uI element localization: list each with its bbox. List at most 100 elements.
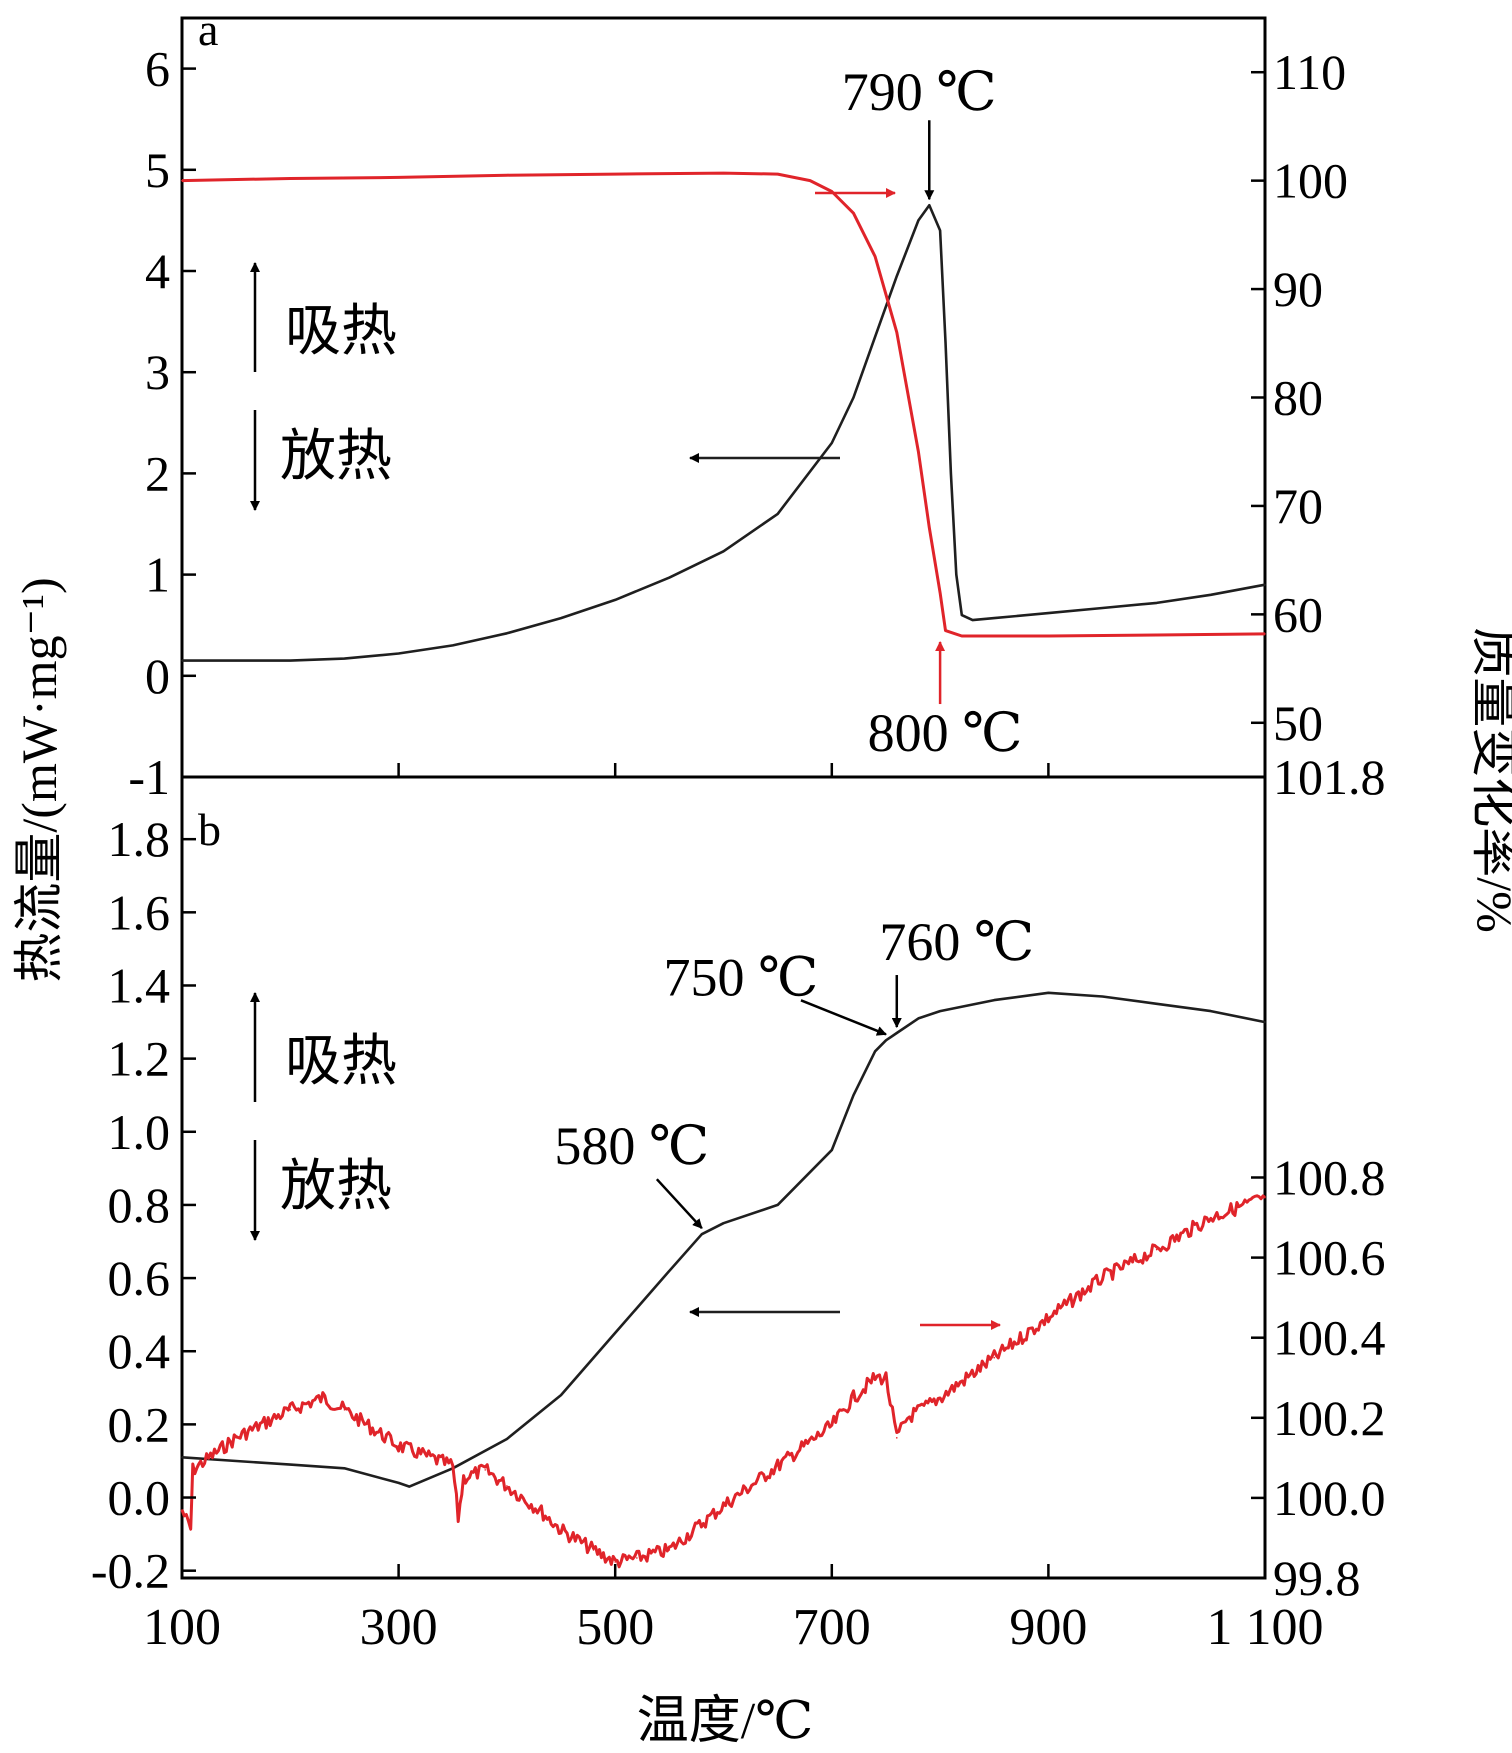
series-point-tg bbox=[636, 1557, 638, 1559]
series-point-tg bbox=[1210, 1216, 1212, 1219]
series-point-dsc bbox=[397, 652, 400, 655]
y-right-tick-label: 99.8 bbox=[1273, 1550, 1361, 1606]
series-point-dsc bbox=[1101, 607, 1104, 609]
y-left-tick-label: 0.6 bbox=[108, 1250, 171, 1306]
series-point-dsc bbox=[560, 1394, 562, 1396]
series-point-dsc bbox=[343, 657, 346, 660]
series-point-tg bbox=[960, 635, 963, 637]
series-point-tg bbox=[181, 179, 183, 182]
x-axis-label: 温度/℃ bbox=[637, 1693, 814, 1748]
series-point-dsc bbox=[993, 617, 996, 619]
series-point-dsc bbox=[289, 1463, 292, 1466]
series-point-dsc bbox=[1264, 1021, 1266, 1023]
series-point-dsc bbox=[1101, 995, 1104, 998]
endo-label-b: 吸热 bbox=[285, 1031, 397, 1093]
y-right-tick-label: 100 bbox=[1273, 153, 1348, 209]
x-tick-label: 1 100 bbox=[1207, 1599, 1324, 1656]
series-point-tg bbox=[506, 174, 508, 177]
y-right-tick-label: 50 bbox=[1273, 695, 1323, 751]
series-point-dsc bbox=[289, 659, 292, 662]
series-point-dsc bbox=[668, 1269, 671, 1272]
series-point-tg bbox=[809, 179, 811, 182]
y-left-tick-label: 0 bbox=[145, 648, 170, 704]
series-layer bbox=[180, 171, 1266, 1569]
series-point-tg bbox=[668, 1549, 671, 1551]
series-point-tg bbox=[776, 173, 779, 175]
series-point-tg bbox=[181, 1509, 183, 1511]
series-point-tg bbox=[192, 1469, 194, 1471]
panel-frame-a bbox=[180, 16, 1267, 779]
annotation-label: 580 ℃ bbox=[554, 1116, 709, 1176]
y-right-tick-label: 100.4 bbox=[1273, 1310, 1386, 1366]
y-left-tick-label: 1.8 bbox=[108, 811, 171, 867]
y-left-tick-label: 0.0 bbox=[108, 1470, 171, 1526]
series-point-dsc bbox=[1155, 602, 1158, 604]
y-right-tick-label: 100.2 bbox=[1273, 1390, 1386, 1446]
series-point-tg bbox=[895, 1437, 898, 1439]
series-point-tg bbox=[462, 1477, 465, 1479]
y-left-tick-label: -1 bbox=[128, 749, 170, 805]
series-point-tg bbox=[484, 1469, 487, 1471]
y-left-tick-label: 1.2 bbox=[108, 1031, 171, 1087]
series-point-tg bbox=[885, 1376, 887, 1379]
y-left-tick-label: 0.2 bbox=[108, 1396, 171, 1452]
series-point-dsc bbox=[955, 573, 958, 576]
annotation-label: 790 ℃ bbox=[842, 62, 997, 122]
series-point-tg bbox=[614, 173, 616, 175]
series-point-dsc bbox=[1264, 583, 1266, 586]
series-point-tg bbox=[614, 1561, 616, 1563]
series-point-tg bbox=[457, 1517, 459, 1519]
series-point-tg bbox=[451, 1465, 454, 1467]
series-point-tg bbox=[993, 1356, 996, 1359]
series-point-dsc bbox=[776, 1204, 779, 1206]
series-point-dsc bbox=[776, 513, 779, 515]
y-left-tick-label: 4 bbox=[145, 243, 170, 299]
series-point-dsc bbox=[408, 1485, 411, 1488]
x-tick-label: 500 bbox=[576, 1599, 654, 1656]
series-point-dsc bbox=[506, 632, 508, 635]
series-point-dsc bbox=[885, 1039, 887, 1042]
series-point-dsc bbox=[343, 1467, 346, 1470]
annotation-arrow bbox=[800, 999, 887, 1036]
series-point-tg bbox=[289, 177, 292, 180]
series-point-tg bbox=[939, 591, 941, 594]
series-point-dsc bbox=[397, 1482, 400, 1484]
series-point-tg bbox=[831, 1425, 833, 1427]
series-point-dsc bbox=[831, 1149, 833, 1151]
y-left-tick-label: 3 bbox=[145, 344, 170, 400]
x-tick-label: 100 bbox=[143, 1599, 221, 1656]
series-point-dsc bbox=[1047, 991, 1050, 994]
y-right-tick-label: 100.6 bbox=[1273, 1230, 1386, 1286]
annotation-label: 760 ℃ bbox=[879, 912, 1034, 972]
series-point-tg bbox=[722, 1505, 725, 1507]
y-right-tick-label: 70 bbox=[1273, 478, 1323, 534]
series-point-dsc bbox=[939, 229, 941, 232]
y-axis-label-right: 质量变化率/% bbox=[1467, 627, 1512, 933]
series-point-dsc bbox=[614, 599, 616, 601]
panel-label-a: a bbox=[198, 4, 218, 55]
annotation-layer: 790 ℃ 800 ℃ 580 ℃ 750 ℃ 760 ℃ bbox=[250, 62, 1034, 1330]
y-right-tick-label: 110 bbox=[1273, 44, 1346, 100]
y-left-tick-label: 2 bbox=[145, 445, 170, 501]
series-point-tg bbox=[506, 1485, 508, 1487]
y-left-tick-label: 5 bbox=[145, 142, 170, 198]
series-point-tg bbox=[906, 1417, 909, 1419]
series-point-tg bbox=[189, 1529, 192, 1531]
series-point-dsc bbox=[701, 1233, 703, 1235]
series-point-tg bbox=[235, 1437, 237, 1439]
series-point-tg bbox=[852, 212, 855, 214]
series-point-tg bbox=[321, 1396, 324, 1399]
series-point-tg bbox=[397, 176, 400, 179]
series-point-tg bbox=[944, 629, 947, 632]
series-point-dsc bbox=[1210, 594, 1212, 596]
series-point-dsc bbox=[917, 219, 920, 222]
series-point-dsc bbox=[971, 619, 974, 621]
series-line-dsc-a bbox=[182, 203, 1266, 662]
y-left-tick-label: 1.0 bbox=[108, 1104, 171, 1160]
series-point-dsc bbox=[1047, 612, 1050, 614]
annotation-label: 750 ℃ bbox=[663, 947, 818, 1007]
y-right-tick-label: 80 bbox=[1273, 370, 1323, 426]
series-point-tg bbox=[1047, 1316, 1050, 1319]
